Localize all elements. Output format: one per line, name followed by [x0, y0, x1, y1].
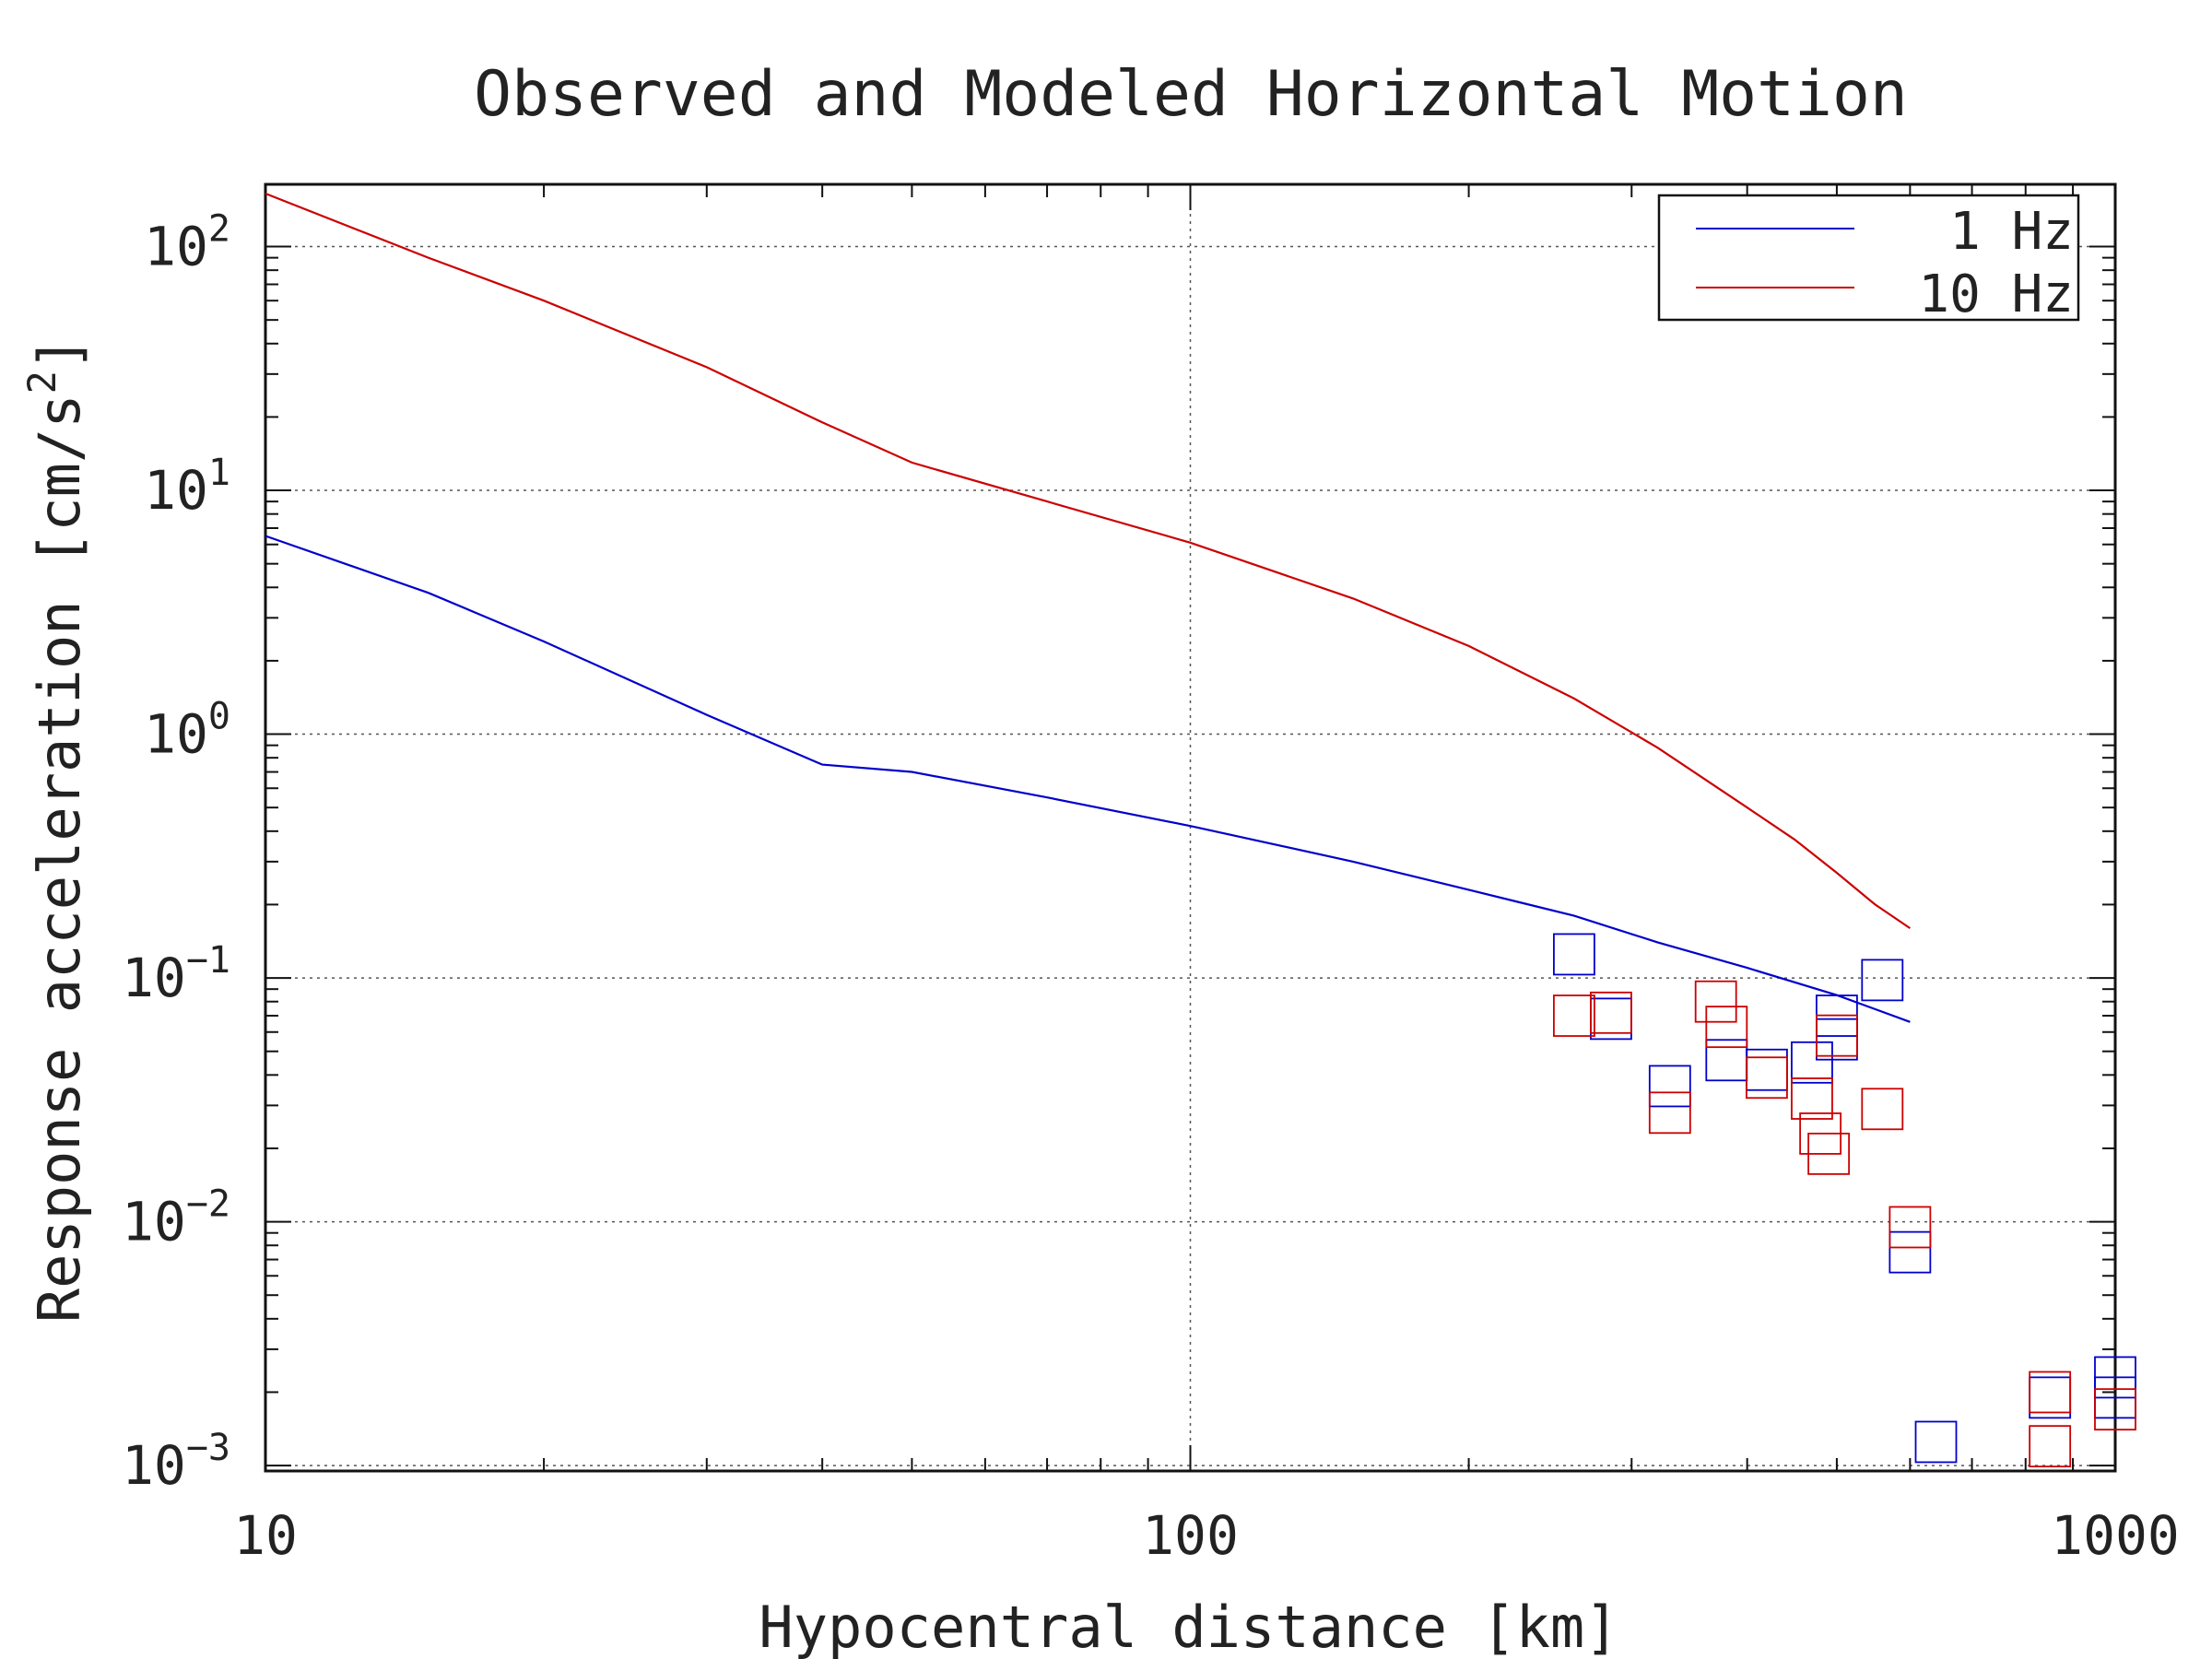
observed-marker-10hz — [1807, 1132, 1851, 1175]
y-tick-exponent: −1 — [186, 939, 230, 982]
series-lines — [265, 192, 1912, 1023]
legend-box — [1657, 194, 2080, 322]
observed-marker-1hz — [1553, 933, 1595, 976]
observed-marker-10hz — [2094, 1388, 2136, 1431]
observed-marker-10hz — [1888, 1206, 1932, 1249]
chart-title: Observed and Modeled Horizontal Motion — [474, 58, 1908, 131]
observed-marker-1hz — [1861, 959, 1904, 1002]
x-tick-label: 1000 — [2051, 1504, 2180, 1567]
observed-marker-1hz — [1914, 1420, 1958, 1464]
observed-marker-10hz — [1694, 980, 1737, 1023]
x-tick-label: 10 — [233, 1504, 298, 1567]
y-axis-label-main: Response acceleration [cm/s — [26, 394, 93, 1323]
y-tick-label: 10−1 — [122, 939, 230, 1009]
axis-ticks — [265, 184, 2115, 1471]
series-line-10hz — [265, 192, 1912, 930]
y-axis-label: Response acceleration [cm/s2] — [19, 336, 93, 1323]
plot-frame — [264, 182, 2117, 1473]
y-tick-exponent: 2 — [208, 208, 230, 251]
observed-marker-10hz — [1816, 1014, 1858, 1057]
y-tick-base: 10 — [122, 1434, 186, 1497]
observed-marker-10hz — [2029, 1371, 2072, 1414]
observed-marker-1hz — [1888, 1230, 1932, 1274]
y-tick-base: 10 — [122, 1191, 186, 1253]
observed-markers — [1553, 933, 2136, 1468]
observed-marker-1hz — [1648, 1065, 1691, 1108]
observed-marker-10hz — [1746, 1056, 1788, 1100]
observed-marker-10hz — [1648, 1091, 1691, 1135]
y-tick-label: 100 — [144, 696, 230, 766]
legend-label-10hz: 10 Hz — [1918, 265, 2074, 324]
observed-marker-10hz — [1590, 991, 1632, 1034]
observed-marker-10hz — [1791, 1077, 1833, 1120]
observed-marker-1hz — [1791, 1041, 1833, 1084]
y-tick-label: 101 — [144, 452, 230, 522]
y-tick-base: 10 — [144, 703, 208, 766]
observed-marker-10hz — [1861, 1088, 1904, 1131]
x-axis-label: Hypocentral distance [km] — [759, 1594, 1618, 1659]
y-tick-base: 10 — [144, 459, 208, 522]
y-tick-base: 10 — [122, 947, 186, 1009]
y-tick-label: 102 — [144, 208, 230, 278]
legend: 1 Hz 10 Hz — [1657, 194, 2080, 324]
x-tick-label: 100 — [1142, 1504, 1239, 1567]
y-tick-exponent: 0 — [208, 696, 230, 738]
y-axis-label-sup: 2 — [19, 371, 65, 394]
y-tick-label: 10−2 — [122, 1183, 230, 1253]
observed-marker-10hz — [1553, 994, 1595, 1037]
observed-marker-10hz — [1705, 1006, 1748, 1049]
y-tick-label: 10−3 — [122, 1427, 230, 1497]
series-line-1hz — [265, 535, 1911, 1023]
y-axis-label-close: ] — [26, 336, 93, 371]
y-tick-exponent: −3 — [186, 1427, 230, 1469]
y-tick-exponent: 1 — [208, 452, 230, 494]
y-tick-exponent: −2 — [186, 1183, 230, 1226]
y-tick-base: 10 — [144, 216, 208, 278]
x-tick-labels: 10 100 1000 — [233, 1504, 2180, 1567]
legend-label-1hz: 1 Hz — [1949, 202, 2074, 262]
observed-marker-10hz — [2029, 1425, 2072, 1468]
